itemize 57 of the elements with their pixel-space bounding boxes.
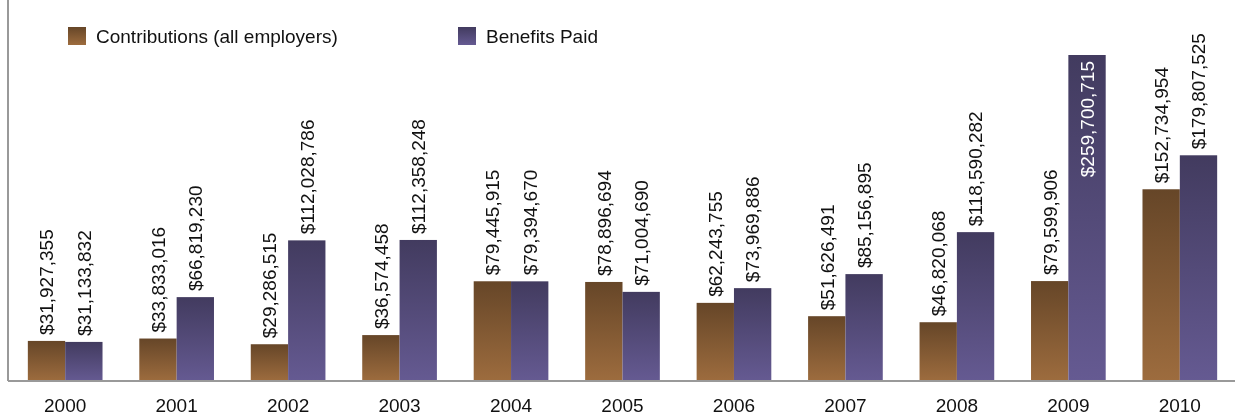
x-tick-label: 2009 [1047,395,1090,416]
bar [250,344,289,381]
bar [176,297,214,381]
x-tick-label: 2005 [601,395,644,416]
bar [622,291,660,381]
data-label: $78,896,694 [593,169,615,276]
bar [473,281,512,381]
legend-label: Contributions (all employers) [96,26,338,47]
data-label: $29,286,515 [259,232,281,339]
data-label: $79,394,670 [519,169,541,276]
bar [808,316,846,381]
bar [362,335,400,381]
data-label: $79,599,906 [1039,169,1061,276]
bar [696,302,734,381]
bar [65,341,103,381]
data-label: $179,807,525 [1188,33,1210,150]
bar [1068,55,1106,381]
x-tick-label: 2007 [824,395,867,416]
bar [733,288,772,381]
bar [288,240,326,381]
bar [399,239,437,381]
x-tick-label: 2001 [155,395,198,416]
legend-label: Benefits Paid [486,26,598,47]
x-tick-label: 2008 [935,395,979,416]
bar [1179,155,1218,381]
data-label: $79,445,915 [482,169,504,276]
bar [585,281,623,381]
x-tick-label: 2004 [489,395,533,416]
bar [511,281,549,381]
x-tick-label: 2006 [712,395,756,416]
data-label: $85,156,895 [853,162,875,269]
data-label: $46,820,068 [928,210,950,317]
data-label: $51,626,491 [816,204,838,311]
bar [956,232,995,381]
data-label: $36,574,458 [370,223,392,330]
data-label: $31,927,355 [36,229,58,335]
bar [845,274,883,381]
data-label: $73,969,886 [742,176,764,283]
data-label: $118,590,282 [965,111,987,227]
data-label: $66,819,230 [185,185,207,292]
data-label: $71,004,690 [631,180,653,286]
data-label: $62,243,755 [705,191,727,297]
x-tick-label: 2003 [378,395,421,416]
bar [1031,281,1069,381]
data-label: $33,833,016 [147,226,169,333]
bar [919,322,957,381]
x-tick-label: 2002 [266,395,310,416]
data-label: $259,700,715 [1076,61,1098,178]
bar [1142,189,1180,381]
data-label: $112,358,248 [408,119,430,234]
bar [139,338,177,381]
bar [27,340,66,381]
x-tick-label: 2000 [44,395,87,416]
data-label: $112,028,786 [296,119,318,235]
x-tick-label: 2010 [1158,395,1201,416]
data-label: $31,133,832 [73,230,95,336]
data-label: $152,734,954 [1150,66,1172,184]
